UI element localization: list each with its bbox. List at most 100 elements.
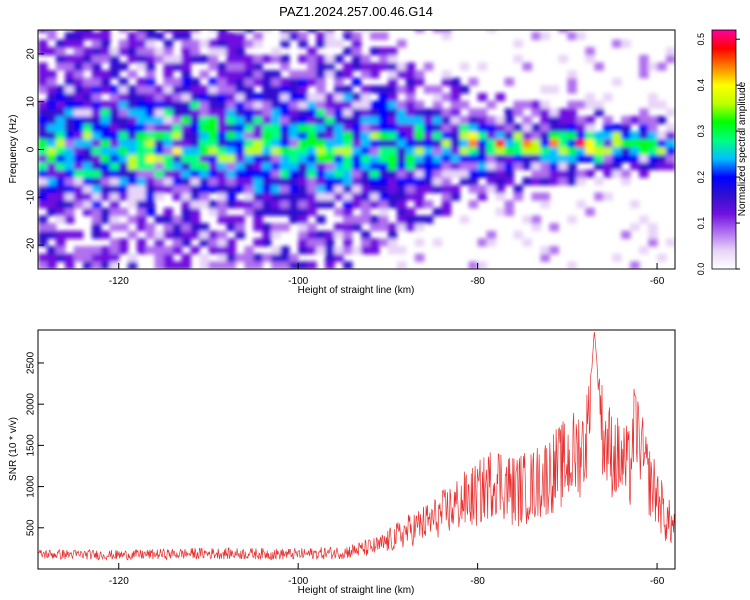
heatmap-cell [352,223,362,232]
heatmap-cell [100,47,111,56]
x-tick-label: -60 [650,576,665,587]
heatmap-cell [64,39,75,48]
heatmap-cell [441,93,452,102]
heatmap-cell [154,31,165,41]
heatmap-cell [334,146,344,155]
heatmap-cell [405,154,416,163]
heatmap-cell [280,100,290,109]
heatmap-cell [370,62,380,71]
heatmap-cell [38,215,48,224]
heatmap-cell [55,62,66,71]
heatmap-cell [91,177,102,186]
heatmap-cell [378,161,389,171]
heatmap-cell [100,123,111,132]
heatmap-cell [370,47,380,56]
heatmap-cell [109,238,120,247]
heatmap-cell [100,154,111,163]
heatmap-cell [253,200,263,209]
snr-x-axis-label: Height of straight line (km) [298,585,415,596]
heatmap-cell [540,200,550,209]
heatmap-cell [181,223,192,232]
heatmap-cell [38,123,48,132]
y-tick-label: -20 [26,237,37,252]
heatmap-cell [271,123,281,132]
heatmap-cell [280,30,290,33]
heatmap-cell [127,184,138,194]
heatmap-cell [217,116,227,125]
heatmap-cell [109,215,120,224]
heatmap-cell [495,177,506,186]
heatmap-cell [612,161,622,171]
heatmap-cell [450,93,461,102]
heatmap-x-ticks: -120 -100 -80 -60 [109,263,665,287]
heatmap-cell [190,47,201,56]
heatmap-cell [64,207,75,216]
heatmap-cell [621,131,631,140]
heatmap-cell [118,77,129,86]
heatmap-cell [361,169,371,178]
colorbar-ramp [711,29,737,270]
heatmap-cell [594,108,604,117]
heatmap-cell [477,116,488,125]
heatmap-cell [334,108,344,117]
heatmap-cell [567,215,577,224]
heatmap-cell [441,154,452,163]
heatmap-cell [621,177,631,186]
heatmap-cell [585,47,595,56]
heatmap-cell [244,123,254,132]
heatmap-cell [244,108,254,117]
heatmap-cell [432,154,443,163]
heatmap-cell [325,192,335,201]
heatmap-cell [630,223,640,232]
heatmap-cell [316,116,326,125]
heatmap-cell [522,100,533,109]
heatmap-cell [441,70,452,79]
heatmap-cell [378,123,389,132]
heatmap-cell [181,70,192,79]
heatmap-cell [495,139,506,148]
heatmap-cell [298,139,308,148]
heatmap-cell [325,31,335,41]
heatmap-cell [226,70,236,79]
heatmap-cell [271,139,281,148]
heatmap-cell [307,77,317,86]
heatmap-cell [396,62,407,71]
heatmap-cell [325,253,335,262]
heatmap-cell [118,207,129,216]
heatmap-cell [549,146,559,155]
heatmap-cell [396,39,407,48]
heatmap-cell [244,184,254,194]
heatmap-cell [226,77,236,86]
heatmap-cell [208,238,219,247]
heatmap-cell [73,123,84,132]
heatmap-cell [378,108,389,117]
heatmap-cell [567,85,577,94]
heatmap-cell [109,123,120,132]
heatmap-cell [181,108,192,117]
heatmap-cell [567,77,577,86]
heatmap-cell [522,123,533,132]
heatmap-cell [82,62,93,71]
heatmap-cell [199,70,210,79]
heatmap-cell [47,77,57,86]
heatmap-cell [109,108,120,117]
heatmap-cell [127,253,138,262]
heatmap-cell [280,261,290,269]
heatmap-cell [370,184,380,194]
heatmap-cell [154,238,165,247]
heatmap-cell [361,207,371,216]
heatmap-cell [145,131,156,140]
heatmap-cell [325,261,335,269]
heatmap-cell [136,93,147,102]
heatmap-cell [91,246,102,255]
heatmap-cell [91,131,102,140]
heatmap-cell [55,253,66,262]
heatmap-cell [334,161,344,171]
heatmap-cell [361,184,371,194]
heatmap-cell [540,169,550,178]
heatmap-cell [244,154,254,163]
heatmap-cell [136,238,147,247]
heatmap-cell [172,30,183,33]
heatmap-cell [38,154,48,163]
heatmap-cell [199,192,210,201]
